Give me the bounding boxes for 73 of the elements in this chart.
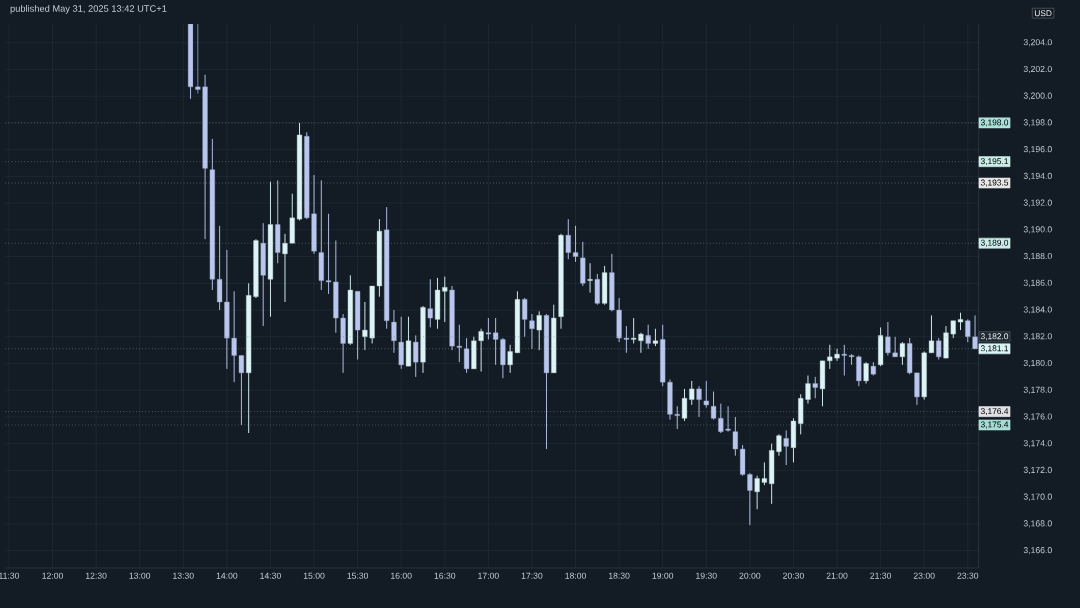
candlestick: [282, 233, 288, 303]
y-tick-label: 3,200.0: [1023, 92, 1052, 100]
x-tick-label: 23:30: [957, 572, 979, 579]
x-tick-label: 23:00: [913, 572, 935, 579]
x-tick-label: 21:30: [870, 572, 892, 579]
ref-line-label: 3,175.4: [980, 421, 1009, 429]
candlestick: [485, 317, 491, 340]
y-tick-label: 3,184.0: [1023, 306, 1052, 314]
y-tick-label: 3,198.0: [1023, 119, 1052, 127]
ref-line-label: 3,193.5: [980, 179, 1009, 187]
x-tick-label: 16:00: [391, 572, 412, 579]
y-tick-label: 3,172.0: [1023, 466, 1052, 474]
x-tick-label: 11:30: [0, 572, 20, 579]
x-tick-label: 20:30: [783, 572, 804, 579]
candlestick: [936, 337, 942, 360]
y-tick-label: 3,182.0: [1023, 333, 1052, 341]
y-tick-label: 3,196.0: [1023, 146, 1052, 154]
candlestick: [536, 310, 542, 351]
x-tick-label: 14:30: [260, 572, 281, 579]
x-tick-label: 18:00: [565, 572, 586, 579]
candlestick: [863, 361, 869, 385]
candlestick: [463, 337, 470, 374]
y-tick-label: 3,202.0: [1023, 65, 1052, 74]
x-tick-label: 13:30: [173, 572, 194, 579]
ref-line-label: 3,195.1: [980, 158, 1009, 166]
y-tick-label: 3,176.0: [1023, 413, 1052, 421]
x-tick-label: 18:30: [608, 572, 630, 579]
ref-line-label: 3,181.1: [980, 345, 1009, 353]
y-tick-label: 3,204.0: [1023, 39, 1052, 47]
x-tick-label: 17:00: [478, 572, 499, 579]
x-tick-label: 19:30: [696, 572, 717, 579]
candlestick: [413, 334, 419, 378]
candlestick: [812, 376, 818, 399]
text: USD: [1034, 10, 1052, 17]
ref-line-label: 3,198.0: [980, 119, 1009, 127]
chart-title: published May 31, 2025 13:42 UTC+1: [10, 5, 167, 14]
candlestick: [696, 385, 702, 418]
y-tick-label: 3,186.0: [1023, 279, 1052, 287]
x-tick-label: 15:30: [347, 572, 369, 579]
y-tick-label: 3,180.0: [1023, 359, 1052, 368]
candlestick: [398, 316, 404, 370]
y-tick-label: 3,190.0: [1023, 226, 1052, 234]
y-tick-label: 3,170.0: [1023, 493, 1052, 501]
ref-line-label: 3,182.0: [980, 333, 1009, 341]
x-tick-label: 19:00: [652, 572, 674, 579]
x-tick-label: 12:00: [42, 572, 63, 579]
y-tick-label: 3,188.0: [1023, 253, 1052, 261]
y-tick-label: 3,168.0: [1023, 520, 1052, 528]
ref-line-label: 3,176.4: [980, 408, 1009, 416]
x-tick-label: 12:30: [85, 572, 107, 579]
candlestick: [703, 380, 709, 409]
x-tick-label: 13:00: [129, 572, 151, 579]
y-tick-label: 3,174.0: [1023, 440, 1052, 448]
x-tick-label: 14:00: [216, 572, 238, 579]
candlestick: [732, 416, 738, 457]
candlestick: [645, 324, 651, 350]
x-tick-label: 15:00: [303, 572, 325, 579]
candlestick: [522, 297, 528, 338]
candlestick: [841, 344, 847, 376]
candlestick: [587, 262, 593, 294]
x-tick-label: 21:00: [826, 572, 848, 579]
candlestick: [427, 278, 433, 328]
y-tick-label: 3,178.0: [1023, 386, 1052, 394]
x-tick-label: 17:30: [521, 572, 543, 579]
y-tick-label: 3,192.0: [1023, 199, 1052, 207]
y-tick-label: 3,194.0: [1023, 172, 1052, 180]
x-tick-label: 16:30: [434, 572, 456, 579]
candlestick: [529, 313, 535, 350]
candlestick: [391, 309, 397, 354]
candlestick: [783, 429, 789, 466]
y-tick-label: 3,166.0: [1023, 547, 1052, 555]
x-tick-label: 20:00: [739, 572, 761, 579]
ref-line-label: 3,189.0: [980, 239, 1009, 247]
